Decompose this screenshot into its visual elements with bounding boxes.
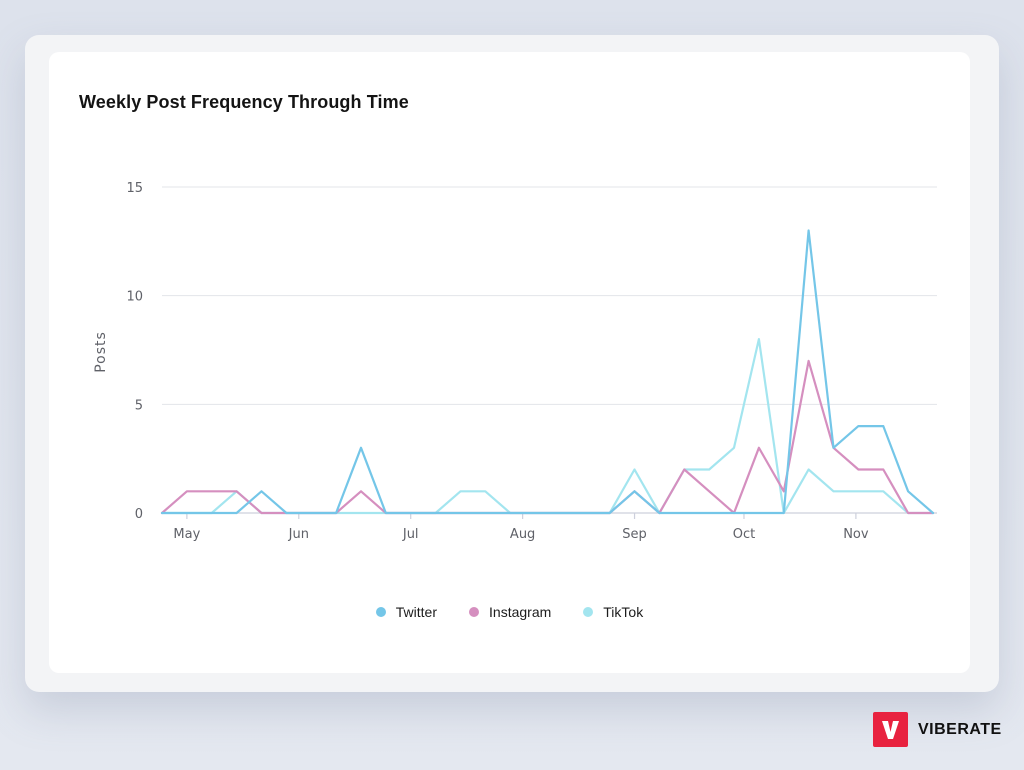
x-tick-label: May — [173, 527, 200, 542]
chart-card: Weekly Post Frequency Through Time 0 5 10 1… — [49, 52, 970, 673]
legend-dot-icon — [375, 607, 386, 617]
y-tick-label: 5 — [135, 398, 143, 413]
series-line-tiktok[interactable] — [160, 338, 935, 515]
viberate-logo-icon — [873, 712, 908, 747]
y-axis-ticks: 0 5 10 15 — [126, 181, 143, 522]
x-tick-label: Nov — [843, 527, 869, 542]
legend-label: Instagram — [489, 604, 552, 620]
legend: Twitter Instagram TikTok — [49, 604, 970, 620]
legend-label: Twitter — [395, 604, 438, 620]
x-tick-label: Jun — [288, 527, 309, 542]
x-tick-label: Jul — [402, 527, 419, 542]
line-chart: 0 5 10 15 May Jun Jul Aug Sep Oct Nov Posts — [93, 181, 937, 542]
brand-logo: VIBERATE — [873, 712, 1002, 747]
legend-dot-icon — [583, 607, 594, 617]
legend-item-twitter[interactable]: Twitter — [375, 604, 438, 620]
y-tick-label: 15 — [126, 181, 143, 196]
series-line-instagram[interactable] — [160, 359, 935, 515]
brand-name: VIBERATE — [918, 720, 1002, 738]
series — [160, 229, 935, 515]
legend-item-tiktok[interactable]: TikTok — [583, 604, 643, 620]
y-tick-label: 10 — [126, 290, 143, 305]
legend-dot-icon — [469, 607, 480, 617]
x-tick-label: Oct — [733, 527, 755, 542]
legend-label: TikTok — [603, 604, 644, 620]
series-line-twitter[interactable] — [160, 229, 935, 515]
outer-card: Weekly Post Frequency Through Time 0 5 10 1… — [25, 35, 999, 692]
y-tick-label: 0 — [135, 507, 143, 522]
y-axis-label: Posts — [93, 331, 109, 373]
grid — [162, 186, 937, 514]
x-tick-label: Aug — [510, 527, 535, 542]
x-tick-label: Sep — [622, 527, 647, 542]
x-axis-ticks: May Jun Jul Aug Sep Oct Nov — [173, 513, 869, 542]
legend-item-instagram[interactable]: Instagram — [469, 604, 551, 620]
chart-title: Weekly Post Frequency Through Time — [79, 92, 409, 112]
